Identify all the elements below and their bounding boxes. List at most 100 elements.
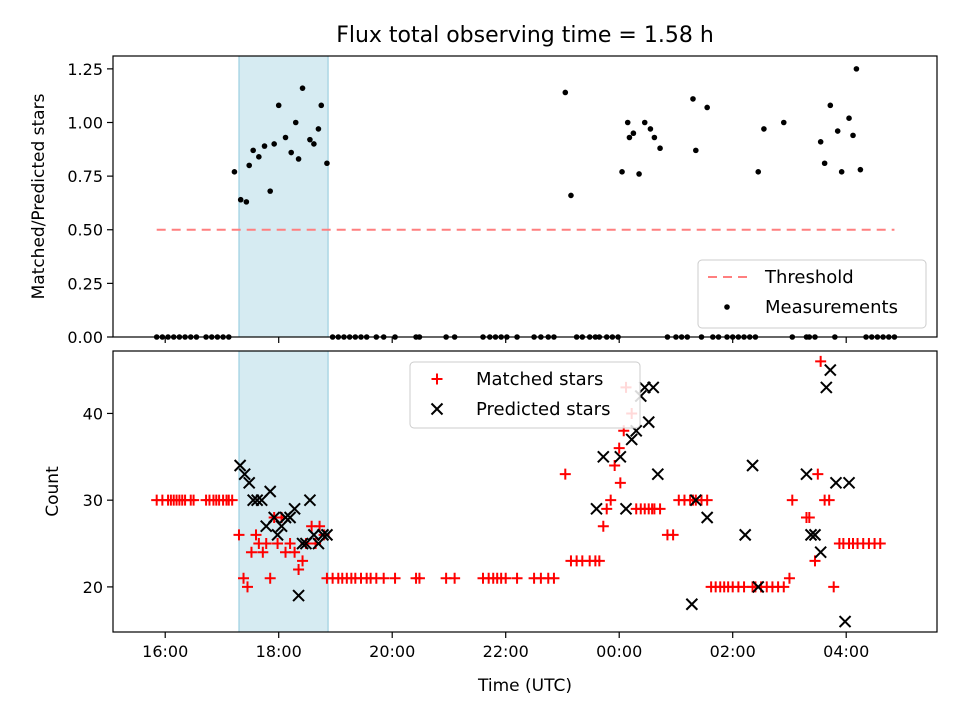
measurement-point (311, 141, 317, 147)
matched-star-point (803, 512, 815, 524)
matched-star-point (812, 468, 824, 480)
measurement-point (651, 134, 658, 141)
predicted-star-point (689, 493, 703, 507)
bottom-y-tick-label: 30 (83, 491, 103, 510)
predicted-star-point (233, 459, 247, 472)
matched-star-point (413, 572, 425, 584)
matched-star-point (548, 572, 560, 584)
matched-star-point (284, 538, 296, 550)
predicted-star-point (320, 528, 334, 542)
predicted-star-point (590, 502, 603, 516)
predicted-star-point (820, 381, 833, 394)
measurement-point (318, 102, 325, 109)
matched-star-point (778, 581, 790, 593)
measurement-point (630, 130, 637, 137)
measurement-point (850, 132, 856, 139)
predicted-star-point (842, 476, 856, 490)
top-y-tick-label: 0.25 (67, 274, 103, 293)
legend-plus-marker (431, 373, 443, 385)
top-y-tick-label: 0.00 (67, 328, 103, 347)
predicted-star-point (619, 502, 633, 516)
measurement-point (624, 119, 631, 126)
matched-star-point (828, 581, 840, 593)
measurement-point (834, 128, 841, 134)
top-y-tick-label: 1.25 (67, 60, 103, 79)
x-tick-label: 04:00 (823, 642, 869, 661)
matched-star-point (238, 572, 250, 584)
predicted-star-point (647, 381, 660, 394)
measurement-point (780, 119, 787, 126)
matched-star-point (297, 555, 309, 567)
predicted-star-point (296, 537, 309, 550)
matched-star-point (823, 494, 835, 506)
top-y-tick-label: 0.50 (67, 221, 103, 240)
bottom-y-axis-label: Count (43, 466, 63, 517)
measurement-point (641, 119, 648, 126)
predicted-star-point (250, 493, 264, 507)
predicted-star-point (316, 528, 330, 542)
legend-threshold-label: Threshold (764, 267, 854, 288)
measurement-point (562, 89, 569, 96)
predicted-star-point (824, 363, 837, 377)
matched-star-point (241, 581, 253, 593)
measurement-point (307, 136, 313, 143)
matched-star-point (449, 572, 461, 584)
x-tick-label: 00:00 (596, 642, 642, 661)
matched-star-point (260, 538, 272, 550)
legend-matched-label: Matched stars (476, 369, 603, 390)
predicted-star-point (829, 476, 843, 490)
legend-x-marker (430, 402, 444, 416)
matched-star-point (874, 538, 886, 550)
matched-star-point (272, 538, 284, 550)
predicted-star-point (283, 511, 297, 524)
x-tick-label: 22:00 (483, 642, 529, 661)
predicted-star-point (597, 450, 610, 464)
measurement-point (838, 169, 845, 175)
top-panel: 0.00 0.25 0.50 0.75 1.00 1.25 Matched/Predict… (29, 55, 938, 347)
measurement-points (153, 66, 898, 340)
predicted-star-point (700, 511, 714, 524)
measurement-point (827, 102, 834, 109)
bottom-legend: Matched stars Predicted stars (409, 361, 641, 429)
bottom-y-tick-label: 40 (83, 404, 103, 423)
matched-star-point (786, 494, 798, 506)
matched-star-point (250, 529, 262, 541)
measurement-point (619, 169, 625, 175)
matched-star-point (289, 546, 301, 558)
top-y-tick-label: 0.75 (67, 167, 103, 186)
measurement-point (647, 126, 654, 132)
predicted-star-point (303, 493, 317, 507)
x-axis-label: Time (UTC) (477, 676, 572, 696)
x-tick-label: 18:00 (256, 642, 302, 661)
measurement-point (846, 115, 852, 122)
predicted-star-point (288, 502, 301, 516)
predicted-star-point (625, 433, 638, 446)
matched-star-point (815, 355, 827, 367)
matched-star-point (593, 555, 605, 567)
top-y-tick-label: 1.00 (67, 113, 103, 132)
matched-star-point (597, 520, 609, 532)
matched-star-point (605, 494, 617, 506)
predicted-star-point (800, 467, 813, 481)
measurement-point (231, 169, 238, 175)
measurement-point (295, 156, 302, 162)
matched-star-point (226, 494, 238, 506)
predicted-star-point (238, 467, 251, 481)
bottom-highlight-span (238, 350, 329, 633)
predicted-star-point (685, 598, 699, 611)
predicted-star-point (292, 589, 305, 602)
x-tick-label: 02:00 (710, 642, 756, 661)
top-plot-frame (112, 55, 938, 338)
predicted-stars-points (233, 363, 856, 628)
measurement-point (755, 169, 762, 175)
measurement-point (568, 192, 574, 199)
matched-star-point (783, 572, 795, 584)
matched-star-point (654, 503, 666, 515)
matched-star-point (233, 529, 245, 541)
predicted-star-point (263, 485, 277, 498)
measurement-point (693, 147, 699, 154)
measurement-point (636, 171, 642, 177)
measurement-point (250, 147, 256, 154)
measurement-point (853, 66, 860, 72)
